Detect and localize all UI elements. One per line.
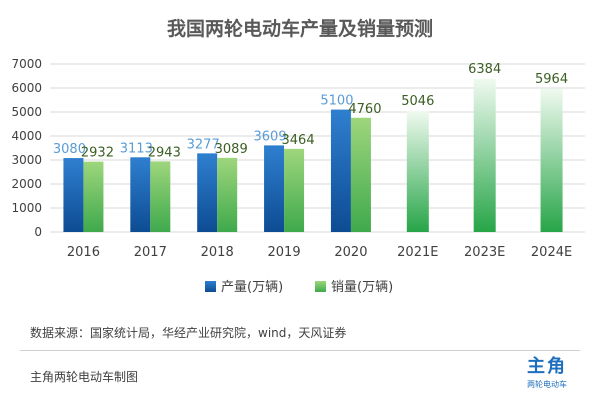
legend-swatch-sales xyxy=(315,281,326,292)
legend-swatch-production xyxy=(205,281,216,292)
data-label-sales: 2943 xyxy=(148,145,181,160)
bar-sales xyxy=(284,148,305,232)
y-tick-label: 2000 xyxy=(11,177,42,191)
x-tick-label: 2017 xyxy=(134,245,167,260)
bar-sales-forecast xyxy=(473,78,496,232)
data-label-sales: 6384 xyxy=(468,62,501,77)
x-tick-label: 2019 xyxy=(268,245,301,260)
data-label-production: 5100 xyxy=(320,94,353,109)
divider xyxy=(20,350,580,351)
x-tick-label: 2023E xyxy=(464,245,505,260)
data-label-production: 3113 xyxy=(120,141,153,156)
y-tick-label: 5000 xyxy=(11,105,42,119)
bar-sales xyxy=(217,157,238,232)
y-tick-label: 4000 xyxy=(11,129,42,143)
footer-note: 主角两轮电动车制图 xyxy=(30,370,139,384)
bar-production xyxy=(330,109,351,232)
x-tick-label: 2020 xyxy=(334,245,367,260)
bar-production xyxy=(264,145,285,232)
chart-title: 我国两轮电动车产量及销量预测 xyxy=(166,18,433,40)
data-label-production: 3277 xyxy=(187,137,220,152)
bar-sales xyxy=(83,161,104,232)
data-label-production: 3080 xyxy=(53,142,86,157)
source-note: 数据来源：国家统计局，华经产业研究院，wind，天风证券 xyxy=(30,326,347,340)
data-label-sales: 2932 xyxy=(81,146,114,161)
x-tick-label: 2018 xyxy=(201,245,234,260)
x-tick-label: 2021E xyxy=(397,245,438,260)
legend: 产量(万辆) 销量(万辆) xyxy=(205,280,393,295)
y-tick-label: 6000 xyxy=(11,81,42,95)
x-tick-label: 2016 xyxy=(67,245,100,260)
brand-logo: 主角 两轮电动车 xyxy=(512,352,582,392)
data-label-sales: 4760 xyxy=(348,102,381,117)
data-label-production: 3609 xyxy=(254,129,287,144)
data-label-sales: 5964 xyxy=(535,72,568,87)
bar-sales xyxy=(350,117,371,232)
bar-production xyxy=(63,158,84,232)
y-tick-label: 0 xyxy=(34,225,42,239)
y-tick-label: 7000 xyxy=(11,57,42,71)
bar-production xyxy=(197,153,218,232)
data-label-sales: 5046 xyxy=(401,94,434,109)
logo-main-text: 主角 xyxy=(527,356,567,377)
legend-label-sales: 销量(万辆) xyxy=(331,280,393,295)
bar-sales xyxy=(150,161,171,232)
x-tick-label: 2024E xyxy=(531,245,572,260)
legend-label-production: 产量(万辆) xyxy=(221,280,283,295)
axis-layer: 0 1000 2000 3000 4000 5000 6000 7000 2016 2017 201… xyxy=(11,57,585,260)
logo-sub-text: 两轮电动车 xyxy=(527,380,567,389)
y-tick-label: 3000 xyxy=(11,153,42,167)
bar-sales-forecast xyxy=(540,88,563,232)
y-tick-label: 1000 xyxy=(11,201,42,215)
data-label-sales: 3464 xyxy=(282,133,315,148)
bar-production xyxy=(130,157,151,232)
bar-sales-forecast xyxy=(406,110,429,232)
data-label-sales: 3089 xyxy=(215,142,248,157)
bar-layer xyxy=(63,78,563,232)
